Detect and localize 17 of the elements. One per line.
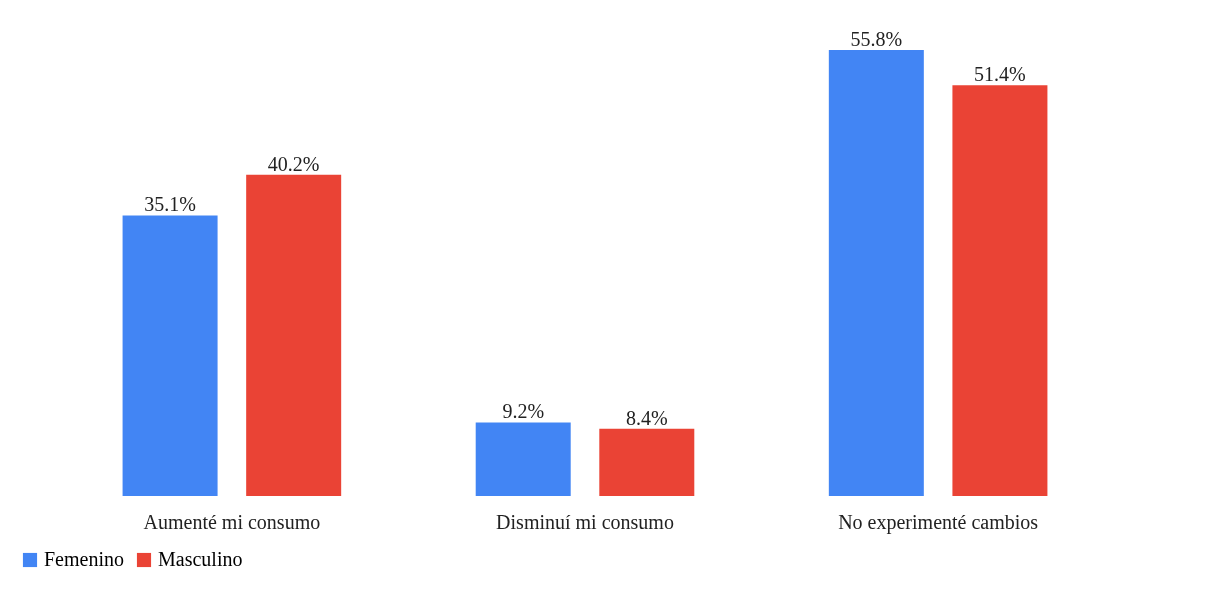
data-label: 9.2% xyxy=(502,400,545,423)
bar xyxy=(952,85,1048,496)
data-label: 35.1% xyxy=(144,193,196,216)
bar xyxy=(599,428,695,496)
legend-label: Femenino xyxy=(44,548,124,570)
data-label: 51.4% xyxy=(974,63,1026,86)
x-tick-label: Aumenté mi consumo xyxy=(143,510,321,533)
x-tick-label: No experimenté cambios xyxy=(838,510,1039,534)
bar xyxy=(828,50,924,496)
bar xyxy=(475,422,571,496)
data-label: 40.2% xyxy=(267,152,320,175)
x-tick-label: Disminuí mi consumo xyxy=(496,510,674,533)
data-label: 55.8% xyxy=(850,28,903,50)
data-label: 8.4% xyxy=(625,406,668,429)
bar xyxy=(246,174,342,496)
legend-label: Masculino xyxy=(158,548,243,570)
bar xyxy=(122,215,218,496)
